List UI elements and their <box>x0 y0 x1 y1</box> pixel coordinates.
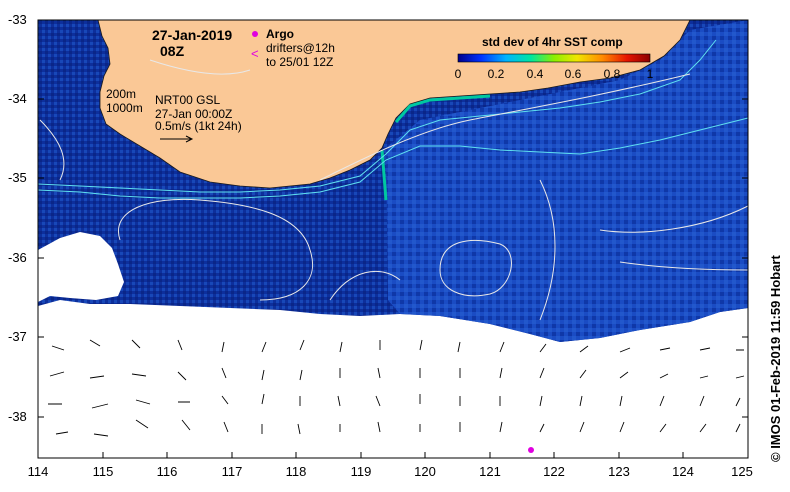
y-tick-label: -37 <box>8 329 27 344</box>
product-time: 27-Jan 00:00Z <box>155 107 232 121</box>
vector-scale-label: 0.5m/s (1kt 24h) <box>155 119 242 133</box>
map-hour: 08Z <box>160 43 185 59</box>
colorbar-tick: 1 <box>647 67 654 81</box>
x-tick-label: 124 <box>672 464 694 479</box>
x-tick-label: 125 <box>731 464 753 479</box>
vector-scale-arrow <box>160 135 194 143</box>
drifters-label-line1: drifters@12h <box>266 41 335 55</box>
x-tick-label: 123 <box>608 464 630 479</box>
x-axis <box>37 452 749 458</box>
colorbar-tick: 0.6 <box>565 67 582 81</box>
cloud-gap <box>38 232 124 302</box>
colorbar-tick: 0.2 <box>488 67 505 81</box>
isobath-1000m <box>37 117 749 199</box>
colorbar-title: std dev of 4hr SST comp <box>482 35 623 49</box>
isobath-200m <box>37 39 717 193</box>
isobath-1000m-label: 1000m <box>106 101 143 115</box>
coastal-high-variance <box>380 94 491 201</box>
y-tick-label: -38 <box>8 409 27 424</box>
contour-lines <box>39 59 749 321</box>
map-date: 27-Jan-2019 <box>152 27 232 43</box>
colorbar-tick: 0.4 <box>527 67 544 81</box>
drifters-label-line2: to 25/01 12Z <box>266 55 333 69</box>
map-frame <box>37 19 749 459</box>
x-tick-label: 122 <box>543 464 565 479</box>
x-tick-label: 119 <box>351 464 372 479</box>
x-tick-label: 114 <box>28 464 49 479</box>
argo-float-marker[interactable] <box>528 447 534 453</box>
y-tick-label: -33 <box>8 12 27 27</box>
argo-legend-label: Argo <box>266 27 294 41</box>
product-name: NRT00 GSL <box>155 93 220 107</box>
argo-legend-icon <box>252 31 258 37</box>
imos-credit: © IMOS 01-Feb-2019 11:59 Hobart <box>768 255 783 462</box>
x-tick-label: 118 <box>286 464 307 479</box>
y-tick-label: -36 <box>8 250 27 265</box>
drifter-legend-icon: < <box>251 46 259 61</box>
isobath-200m-label: 200m <box>106 87 136 101</box>
x-tick-label: 120 <box>414 464 436 479</box>
colorbar-tick: 0.8 <box>604 67 621 81</box>
y-tick-label: -35 <box>8 170 27 185</box>
current-vectors <box>48 339 745 437</box>
x-tick-label: 115 <box>93 464 114 479</box>
x-tick-label: 116 <box>157 464 178 479</box>
y-tick-label: -34 <box>8 91 27 106</box>
colorbar <box>457 53 651 63</box>
x-tick-label: 117 <box>222 464 243 479</box>
x-tick-label: 121 <box>479 464 501 479</box>
sst-data-east <box>386 20 748 342</box>
y-axis <box>38 19 748 418</box>
colorbar-tick: 0 <box>455 67 462 81</box>
